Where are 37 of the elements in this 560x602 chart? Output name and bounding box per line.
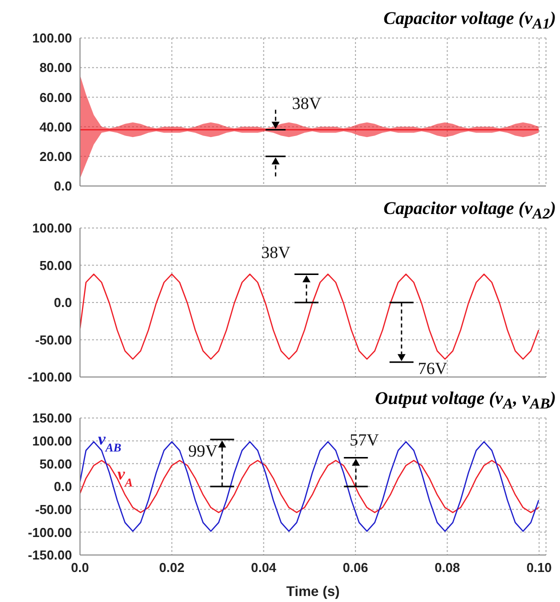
line-series [80, 460, 540, 514]
x-tick-label: 0.06 [342, 560, 368, 576]
y-tick-label: 0.0 [54, 479, 72, 494]
y-tick-label: -100.00 [28, 370, 72, 385]
annotation: 38V [292, 94, 322, 114]
chart-title: Output voltage (v$_{A}$, v$_{AB}$) [374, 388, 556, 414]
line-series [80, 274, 540, 360]
y-tick-label: -50.00 [35, 332, 72, 348]
y-tick-label: 20.00 [39, 149, 72, 164]
y-tick-label: 0.0 [54, 295, 72, 310]
y-tick-label: 150.00 [32, 410, 72, 426]
x-tick-label: 0.10 [526, 560, 552, 576]
y-tick-label: 50.00 [39, 258, 72, 273]
annotation: 57V [350, 430, 380, 450]
annotation: 76V [418, 359, 448, 378]
x-tick-label: 0.02 [159, 560, 184, 576]
y-tick-label: 80.00 [39, 60, 72, 76]
chart-title: Capacitor voltage (v$_{A2}$) [384, 198, 556, 224]
y-tick-label: 40.00 [39, 119, 72, 134]
y-tick-label: 100.00 [32, 433, 72, 448]
y-tick-label: 60.00 [39, 90, 72, 105]
annotation: 99V [188, 441, 218, 460]
y-tick-label: -150.00 [28, 548, 72, 563]
chart-title: Capacitor voltage (v$_{A1}$) [384, 8, 556, 34]
y-tick-label: 0.0 [54, 178, 72, 194]
x-tick-label: 0.08 [434, 560, 460, 576]
y-tick-label: 50.00 [39, 456, 72, 472]
y-tick-label: -50.00 [35, 502, 72, 517]
series-label: v$_{AB}$ [98, 429, 122, 454]
x-axis-title: Time (s) [286, 583, 340, 599]
y-tick-label: 100.00 [32, 220, 72, 236]
y-tick-label: -100.00 [28, 524, 72, 540]
x-tick-label: 0.04 [250, 560, 278, 576]
y-tick-label: 100.00 [32, 30, 72, 46]
series-label: v$_{A}$ [117, 464, 133, 490]
annotation: 38V [261, 242, 292, 262]
x-tick-label: 0.0 [70, 560, 90, 576]
